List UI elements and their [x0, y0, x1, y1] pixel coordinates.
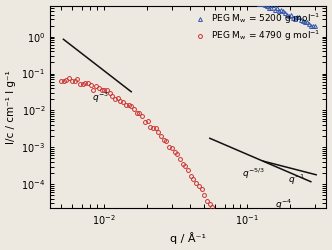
Line: PEG M$_{\mathregular{w}}$ = 4790 g mol$^{-1}$: PEG M$_{\mathregular{w}}$ = 4790 g mol$^…: [59, 76, 317, 250]
PEG M$_{\mathregular{w}}$ = 5200 g mol$^{-1}$: [313, 24, 317, 27]
PEG M$_{\mathregular{w}}$ = 4790 g mol$^{-1}$: [72, 80, 76, 83]
Y-axis label: I/c / cm⁻¹ l g⁻¹: I/c / cm⁻¹ l g⁻¹: [6, 70, 16, 144]
PEG M$_{\mathregular{w}}$ = 5200 g mol$^{-1}$: [259, 2, 263, 4]
PEG M$_{\mathregular{w}}$ = 4790 g mol$^{-1}$: [59, 80, 63, 82]
Text: $q^{-4}$: $q^{-4}$: [275, 198, 292, 212]
Line: PEG M$_{\mathregular{w}}$ = 5200 g mol$^{-1}$: PEG M$_{\mathregular{w}}$ = 5200 g mol$^…: [52, 0, 317, 28]
X-axis label: q / Å⁻¹: q / Å⁻¹: [170, 232, 206, 244]
PEG M$_{\mathregular{w}}$ = 4790 g mol$^{-1}$: [108, 92, 112, 95]
Text: $q^{-3}$: $q^{-3}$: [92, 90, 109, 105]
PEG M$_{\mathregular{w}}$ = 4790 g mol$^{-1}$: [67, 76, 71, 80]
Text: $q^{-5/3}$: $q^{-5/3}$: [242, 167, 265, 182]
Legend: PEG M$_{\mathregular{w}}$ = 5200 g mol$^{-1}$, PEG M$_{\mathregular{w}}$ = 4790 : PEG M$_{\mathregular{w}}$ = 5200 g mol$^…: [192, 10, 322, 45]
PEG M$_{\mathregular{w}}$ = 5200 g mol$^{-1}$: [311, 24, 315, 27]
Text: $q^{-1}$: $q^{-1}$: [289, 173, 305, 188]
